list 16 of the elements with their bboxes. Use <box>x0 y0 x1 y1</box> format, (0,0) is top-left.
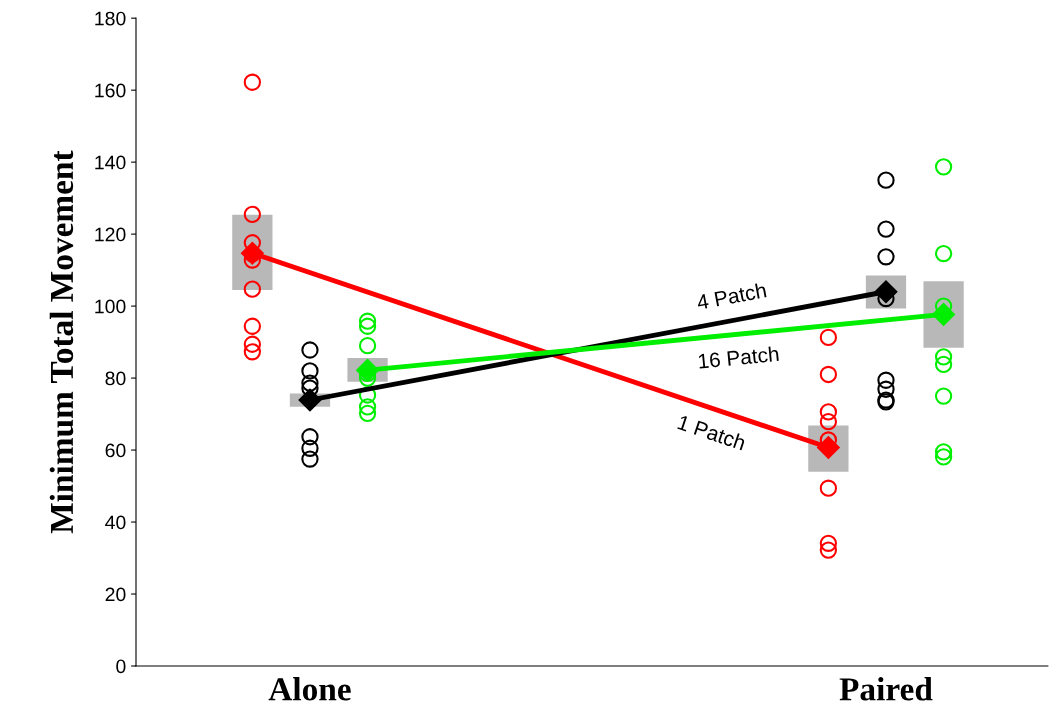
text: 1 Patch <box>677 414 747 451</box>
y-tick-label: 160 <box>95 83 126 98</box>
y-tick-label: 0 <box>116 659 126 674</box>
y-tick-label: 140 <box>95 155 126 170</box>
y-tick-label: 180 <box>95 11 126 26</box>
y-tick-label: 100 <box>95 299 126 314</box>
x-tick-label: Paired <box>839 677 933 701</box>
y-tick-label: 20 <box>105 587 126 602</box>
y-tick-label: 120 <box>95 227 126 242</box>
y-tick-label: 40 <box>105 515 126 530</box>
y-tick-label: 60 <box>105 443 126 458</box>
text: 4 Patch <box>696 282 767 310</box>
y-tick-label: 80 <box>105 371 126 386</box>
text: 16 Patch <box>698 345 779 369</box>
x-tick-label: Alone <box>268 677 351 701</box>
y-axis-title: Minimum Total Movement <box>49 150 74 534</box>
